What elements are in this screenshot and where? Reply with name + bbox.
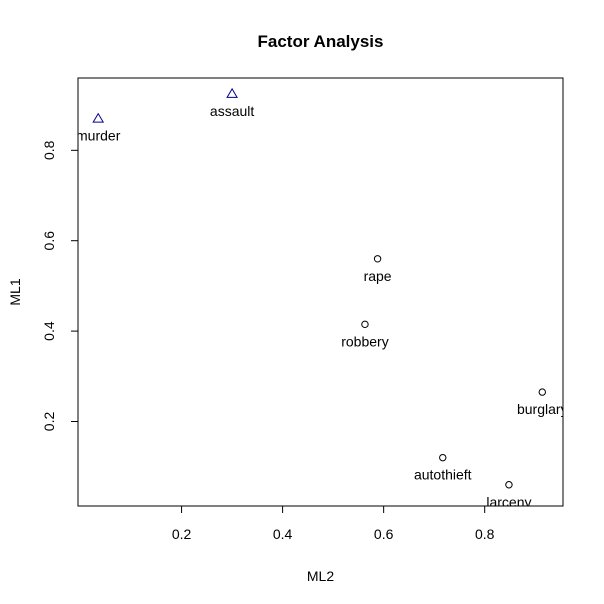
point-marker-rape [373,255,382,263]
point-marker-murder [92,112,105,123]
point-label-autothieft: autothieft [414,467,472,483]
y-tick-label: 0.8 [41,140,57,160]
x-tick-label: 0.6 [374,526,394,542]
point-marker-robbery [361,320,369,329]
point-marker-autothieft [439,453,447,462]
data-points: murder assault rape robbery burglary autothie… [76,87,568,510]
point-label-murder: murder [76,128,121,144]
y-axis: 0.2 0.4 0.6 0.8 [41,140,79,432]
y-axis-label: ML1 [7,278,23,305]
y-tick-label: 0.4 [41,321,57,341]
plot-frame [77,77,564,507]
y-tick-label: 0.2 [41,412,57,432]
point-marker-burglary [538,388,546,396]
point-label-robbery: robbery [341,333,388,349]
x-tick-label: 0.4 [273,526,293,542]
chart-title: Factor Analysis [258,32,384,51]
x-axis: 0.2 0.4 0.6 0.8 [172,505,495,542]
point-marker-larceny [505,481,513,489]
point-label-larceny: larceny [486,494,531,510]
point-label-rape: rape [364,268,392,284]
x-tick-label: 0.8 [475,526,495,542]
point-label-burglary: burglary [517,401,568,417]
x-tick-label: 0.2 [172,526,192,542]
point-label-assault: assault [210,103,254,119]
point-marker-assault [226,87,238,98]
x-axis-label: ML2 [307,568,334,584]
y-tick-label: 0.6 [41,231,57,251]
